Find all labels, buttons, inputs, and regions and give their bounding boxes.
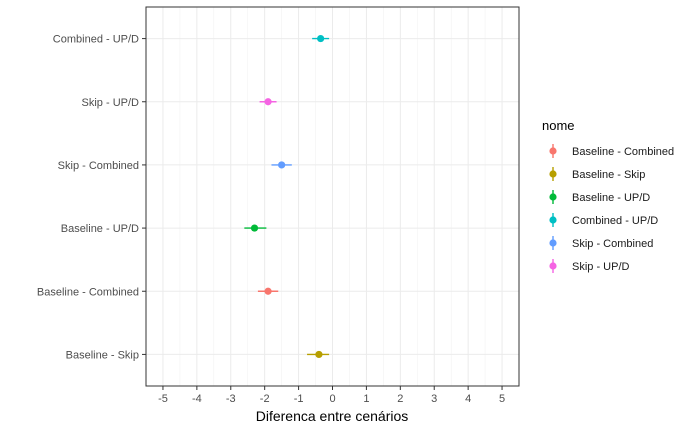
legend-key-point — [549, 239, 557, 247]
x-tick-label: -4 — [192, 393, 202, 405]
legend-label: Skip - Combined — [572, 238, 653, 250]
legend-label: Baseline - Combined — [572, 146, 674, 158]
legend-label: Baseline - Skip — [572, 169, 645, 181]
y-axis: Baseline - Skip Baseline - Combined Baseli… — [37, 34, 146, 361]
x-tick-label: 0 — [329, 393, 335, 405]
x-tick-label: 5 — [499, 393, 505, 405]
legend-label: Combined - UP/D — [572, 215, 658, 227]
y-tick-label: Baseline - UP/D — [61, 223, 139, 235]
x-tick-label: -3 — [226, 393, 236, 405]
legend: nome Baseline - Combined Baseline - Skip B… — [542, 118, 674, 273]
y-tick-label: Baseline - Skip — [66, 349, 139, 361]
legend-key-point — [549, 147, 557, 155]
y-tick-label: Skip - UP/D — [82, 97, 140, 109]
data-point — [317, 34, 325, 43]
x-tick-label: -1 — [294, 393, 304, 405]
data-point — [264, 98, 272, 106]
plot-panel — [145, 6, 520, 387]
x-tick-label: 4 — [465, 393, 471, 405]
x-axis-title: Diferenca entre cenários — [256, 408, 409, 424]
x-tick-label: 3 — [431, 393, 437, 405]
legend-item: Baseline - Combined — [549, 144, 674, 158]
legend-key-point — [549, 170, 557, 178]
legend-item: Baseline - Skip — [549, 167, 645, 181]
legend-key-point — [549, 216, 557, 224]
legend-item: Baseline - UP/D — [549, 190, 650, 204]
data-point — [315, 350, 323, 359]
legend-label: Baseline - UP/D — [572, 192, 650, 204]
y-tick-label: Skip - Combined — [58, 160, 139, 172]
x-tick-label: -5 — [158, 393, 168, 405]
y-tick-label: Combined - UP/D — [53, 34, 139, 46]
legend-title: nome — [542, 118, 575, 133]
x-tick-label: 1 — [363, 393, 369, 405]
data-point — [250, 224, 259, 232]
legend-item: Skip - Combined — [549, 236, 653, 250]
legend-key-point — [549, 262, 557, 270]
legend-item: Skip - UP/D — [549, 259, 630, 273]
legend-item: Combined - UP/D — [549, 213, 658, 227]
x-tick-label: 2 — [397, 393, 403, 405]
data-point — [278, 161, 286, 169]
y-tick-label: Baseline - Combined — [37, 286, 139, 298]
legend-label: Skip - UP/D — [572, 261, 630, 273]
legend-key-point — [549, 193, 557, 201]
x-tick-label: -2 — [260, 393, 270, 405]
x-axis: -5 -4 -3 -2 -1 0 1 2 3 4 5 — [158, 386, 505, 405]
data-point — [264, 287, 272, 295]
